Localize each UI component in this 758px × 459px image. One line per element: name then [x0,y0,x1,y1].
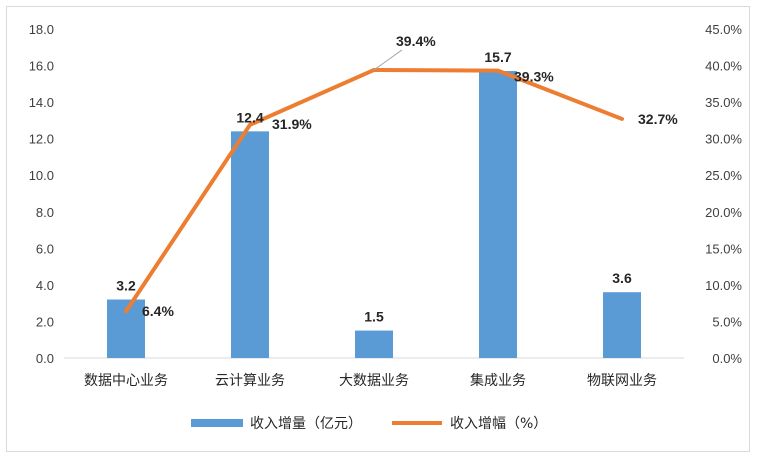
right-axis: 0.0% 5.0% 10.0% 15.0% 20.0% 25.0% 30.0% 35.0% 40… [705,22,742,366]
left-tick-label: 16.0 [29,59,54,74]
left-tick-label: 4.0 [36,278,54,293]
bar [231,131,269,358]
bar-value-label: 3.2 [116,278,136,294]
left-tick-label: 10.0 [29,168,54,183]
chart-frame [6,6,750,452]
left-tick-label: 18.0 [29,22,54,37]
line-value-label: 32.7% [638,111,678,127]
left-tick-label: 14.0 [29,95,54,110]
line-series [124,67,624,314]
right-tick-label: 40.0% [705,59,742,74]
right-tick-label: 35.0% [705,95,742,110]
legend-bar-label: 收入增量（亿元） [250,416,362,432]
legend: 收入增量（亿元） 收入增幅（%） [191,416,547,432]
left-tick-label: 12.0 [29,132,54,147]
left-axis: 0.0 2.0 4.0 6.0 8.0 10.0 12.0 14.0 16.0 18.0 [29,22,54,366]
bar-series [107,71,641,359]
right-tick-label: 5.0% [712,314,742,329]
category-label: 数据中心业务 [84,373,168,389]
legend-line-label: 收入增幅（%） [450,416,547,432]
bar-value-label: 3.6 [612,270,632,286]
bar-value-label: 15.7 [484,49,511,65]
right-tick-label: 10.0% [705,278,742,293]
data-labels: 3.2 12.4 1.5 15.7 3.6 6.4% 31.9% 39.4% 39.3% 32.7… [116,33,678,325]
right-tick-label: 15.0% [705,241,742,256]
line-value-label: 6.4% [142,303,174,319]
bar [355,330,393,358]
right-tick-label: 25.0% [705,168,742,183]
right-tick-label: 20.0% [705,205,742,220]
right-tick-label: 45.0% [705,22,742,37]
leader-line [373,49,403,71]
category-label: 物联网业务 [587,373,657,389]
right-tick-label: 0.0% [712,351,742,366]
bar-value-label: 12.4 [236,109,263,125]
bar-value-label: 1.5 [364,309,384,325]
right-tick-label: 30.0% [705,132,742,147]
left-tick-label: 0.0 [36,351,54,366]
line-path [124,67,624,314]
line-value-label: 39.3% [514,69,554,85]
bar [603,292,641,358]
line-value-label: 31.9% [272,116,312,132]
category-label: 云计算业务 [215,373,285,389]
line-value-label: 39.4% [396,33,436,49]
left-tick-label: 2.0 [36,314,54,329]
category-labels: 数据中心业务 云计算业务 大数据业务 集成业务 物联网业务 [84,372,657,389]
bar [479,71,517,359]
left-tick-label: 8.0 [36,205,54,220]
legend-bar-swatch [191,419,243,427]
category-label: 集成业务 [470,372,526,389]
left-tick-label: 6.0 [36,241,54,256]
category-label: 大数据业务 [339,373,409,389]
